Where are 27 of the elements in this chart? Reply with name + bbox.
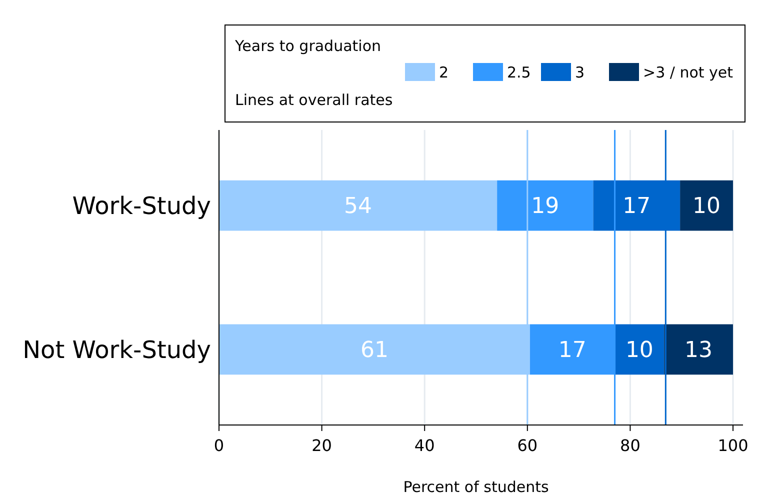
legend-label: 2.5 [507,63,531,82]
data-label: 17 [622,194,651,220]
x-tick-label: 40 [414,436,435,455]
data-label: 19 [531,194,560,220]
bar [497,180,594,231]
x-axis-title: Percent of students [403,478,549,496]
x-tick-label: 100 [718,436,748,455]
x-tick-label: 60 [517,436,538,455]
legend-label: 3 [575,63,585,82]
x-tick-label: 20 [312,436,332,455]
data-label: 10 [692,194,721,220]
y-tick-label: Not Work-Study [22,336,211,364]
x-tick-label: 80 [620,436,640,455]
x-tick-label: 0 [214,436,224,455]
data-label: 61 [360,338,388,364]
data-label: 54 [344,194,372,220]
legend-title: Years to graduation [234,37,382,55]
data-label: 10 [625,338,654,364]
y-tick-label: Work-Study [72,192,211,220]
data-label: 17 [558,338,586,364]
bar [680,180,733,231]
text: Lines at overall rates [235,91,393,109]
bar [664,324,733,375]
legend-label: >3 / not yet [643,63,734,82]
data-label: 13 [684,338,713,364]
bar [219,180,498,231]
legend-label: 2 [439,63,449,82]
